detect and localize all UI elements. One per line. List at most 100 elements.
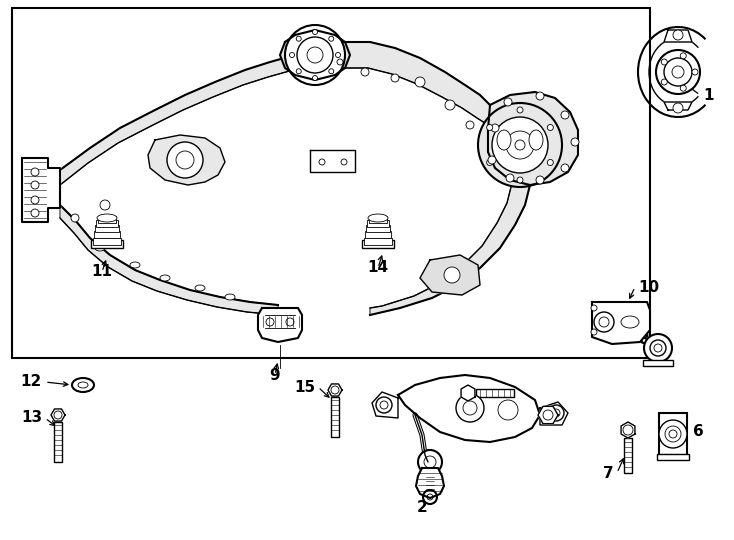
Circle shape (456, 394, 484, 422)
Text: 2: 2 (417, 501, 427, 516)
Circle shape (297, 69, 301, 74)
Circle shape (594, 312, 614, 332)
Bar (12, 8, 650, 358)
Circle shape (307, 47, 323, 63)
Circle shape (599, 317, 609, 327)
Text: 13: 13 (21, 410, 42, 426)
Circle shape (571, 138, 579, 146)
Circle shape (548, 405, 564, 421)
Bar (643, 360, 673, 366)
Ellipse shape (72, 378, 94, 392)
Circle shape (297, 37, 333, 73)
Ellipse shape (97, 214, 117, 222)
Polygon shape (664, 30, 692, 42)
Text: 6: 6 (693, 424, 704, 440)
Bar (657, 454, 689, 460)
Circle shape (463, 401, 477, 415)
Polygon shape (538, 406, 558, 424)
Polygon shape (592, 302, 650, 344)
Circle shape (329, 69, 334, 74)
Circle shape (337, 59, 343, 65)
Text: 10: 10 (638, 280, 659, 294)
Polygon shape (310, 150, 355, 172)
Polygon shape (60, 55, 295, 185)
Text: 4: 4 (476, 386, 487, 401)
Circle shape (31, 168, 39, 176)
Circle shape (491, 124, 499, 132)
Text: 9: 9 (269, 368, 280, 382)
Circle shape (478, 103, 562, 187)
Circle shape (445, 100, 455, 110)
Bar (476, 389, 514, 397)
Circle shape (176, 151, 194, 169)
Circle shape (415, 77, 425, 87)
Circle shape (692, 69, 698, 75)
Circle shape (331, 386, 339, 394)
Polygon shape (60, 205, 278, 315)
Circle shape (504, 98, 512, 106)
Circle shape (341, 159, 347, 165)
Bar (91, 240, 123, 248)
Bar (96, 220, 118, 227)
Bar (365, 231, 391, 238)
Polygon shape (398, 375, 540, 442)
Circle shape (517, 107, 523, 113)
Circle shape (427, 494, 433, 500)
Circle shape (380, 401, 388, 409)
Circle shape (54, 411, 62, 419)
Circle shape (661, 59, 667, 65)
Circle shape (466, 121, 474, 129)
Circle shape (669, 430, 677, 438)
Bar (54, 422, 62, 462)
Circle shape (644, 334, 672, 362)
Circle shape (548, 159, 553, 165)
Text: 11: 11 (92, 265, 112, 280)
Ellipse shape (78, 382, 88, 388)
Circle shape (266, 318, 274, 326)
Circle shape (673, 103, 683, 113)
Circle shape (444, 267, 460, 283)
Circle shape (664, 58, 692, 86)
Bar (364, 238, 392, 245)
Circle shape (71, 214, 79, 222)
Circle shape (492, 117, 548, 173)
Circle shape (650, 340, 666, 356)
Circle shape (680, 53, 686, 59)
Circle shape (361, 68, 369, 76)
Polygon shape (258, 308, 302, 342)
Circle shape (376, 397, 392, 413)
Circle shape (591, 329, 597, 335)
Circle shape (659, 420, 687, 448)
Circle shape (517, 177, 523, 183)
Circle shape (285, 25, 345, 85)
Polygon shape (420, 255, 480, 295)
Ellipse shape (95, 245, 105, 251)
Circle shape (335, 52, 341, 57)
Circle shape (506, 174, 514, 182)
Ellipse shape (621, 316, 639, 328)
Bar (367, 220, 389, 227)
Circle shape (31, 209, 39, 217)
Circle shape (313, 76, 318, 80)
Circle shape (31, 181, 39, 189)
Circle shape (673, 30, 683, 40)
Polygon shape (540, 402, 568, 425)
Text: 15: 15 (294, 380, 315, 395)
Bar (362, 240, 394, 248)
Polygon shape (340, 42, 490, 125)
Circle shape (548, 125, 553, 131)
Bar (624, 438, 632, 473)
Circle shape (552, 409, 560, 417)
Text: 5: 5 (542, 410, 552, 426)
Circle shape (297, 36, 301, 41)
Circle shape (488, 156, 496, 164)
Polygon shape (664, 102, 692, 110)
Circle shape (654, 344, 662, 352)
Bar (98, 216, 116, 223)
Text: 8: 8 (639, 333, 649, 348)
Circle shape (100, 200, 110, 210)
Circle shape (661, 79, 667, 85)
Polygon shape (621, 422, 635, 438)
Circle shape (543, 410, 553, 420)
Circle shape (487, 125, 493, 131)
